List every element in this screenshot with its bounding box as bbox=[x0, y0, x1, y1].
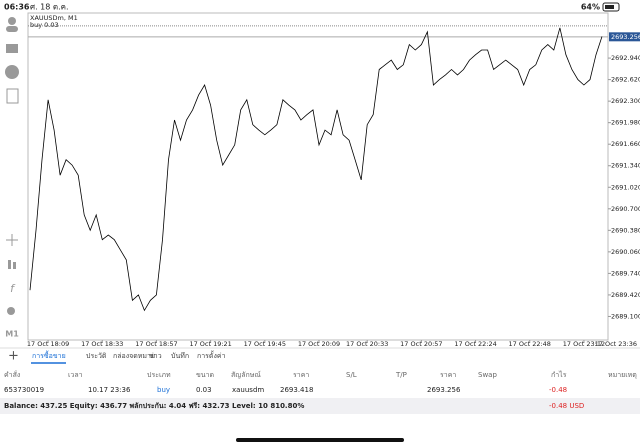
cell: 2693.256 bbox=[427, 386, 461, 394]
cell: -0.48 bbox=[549, 386, 567, 394]
chart-type-icon-b bbox=[13, 262, 16, 269]
indicator-icon[interactable]: f bbox=[10, 282, 16, 295]
battery-level bbox=[605, 5, 614, 9]
x-tick-label: 17 Oct 18:33 bbox=[81, 340, 123, 348]
column-header: กำไร bbox=[551, 370, 567, 379]
status-date: ศ. 18 ต.ค. bbox=[30, 3, 69, 12]
order-label: buy 0.03 bbox=[30, 21, 59, 29]
x-tick-label: 17 Oct 18:57 bbox=[135, 340, 177, 348]
y-tick-label: 2691.660 bbox=[611, 140, 640, 148]
x-tick-label: 17 Oct 18:09 bbox=[27, 340, 69, 348]
x-tick-label: 17 Oct 23:12 bbox=[563, 340, 605, 348]
x-tick-label: 17 Oct 20:09 bbox=[298, 340, 340, 348]
x-tick-label: 17 Oct 22:24 bbox=[454, 340, 496, 348]
column-header: คำสั่ง bbox=[4, 370, 20, 379]
balance-bg bbox=[0, 398, 640, 414]
y-tick-label: 2689.740 bbox=[611, 269, 640, 277]
column-header: ราคา bbox=[440, 371, 456, 379]
y-tick-label: 2690.380 bbox=[611, 226, 640, 234]
column-header: ราคา bbox=[293, 371, 309, 379]
column-header: S/L bbox=[346, 371, 357, 379]
symbol-label: XAUUSDm, M1 bbox=[30, 14, 78, 22]
x-tick-label: 17 Oct 20:57 bbox=[400, 340, 442, 348]
account-icon[interactable] bbox=[8, 17, 16, 25]
column-header: T/P bbox=[395, 371, 407, 379]
x-tick-label: 17 Oct 22:48 bbox=[509, 340, 551, 348]
chart-type-icon[interactable] bbox=[8, 260, 11, 269]
account-icon-body bbox=[6, 26, 18, 32]
cell: 2693.418 bbox=[280, 386, 313, 394]
price-tag-label: 2693.256 bbox=[611, 33, 640, 41]
y-tick-label: 2692.620 bbox=[611, 76, 640, 84]
tab[interactable]: ประวัติ bbox=[86, 352, 107, 360]
timeframe[interactable]: M1 bbox=[5, 330, 19, 339]
chat-icon[interactable] bbox=[5, 65, 19, 79]
tab[interactable]: บันทึก bbox=[171, 351, 189, 360]
column-header: หมายเหตุ bbox=[608, 371, 637, 379]
cell: 10.17 23:36 bbox=[88, 386, 131, 394]
y-tick-label: 2689.420 bbox=[611, 291, 640, 299]
status-battery: 64% bbox=[581, 3, 600, 12]
toolbar: f bbox=[5, 17, 19, 315]
x-tick-label: 17 Oct 20:33 bbox=[346, 340, 388, 348]
tab[interactable]: + bbox=[8, 349, 19, 364]
column-header: สัญลักษณ์ bbox=[231, 371, 261, 379]
status-time: 06:36 bbox=[4, 3, 30, 12]
y-tick-label: 2691.020 bbox=[611, 183, 640, 191]
cell: xauusdm bbox=[232, 386, 264, 394]
y-tick-label: 2690.700 bbox=[611, 205, 640, 213]
cell: 653730019 bbox=[4, 386, 44, 394]
trade-icon[interactable] bbox=[6, 44, 18, 53]
column-header: ขนาด bbox=[196, 371, 214, 379]
column-header: Swap bbox=[478, 371, 497, 379]
column-header: ประเภท bbox=[147, 371, 171, 379]
x-last-label: 17 Oct 23:36 bbox=[595, 340, 637, 348]
cell: 0.03 bbox=[196, 386, 212, 394]
balance-text: Balance: 437.25 Equity: 436.77 พลักประกั… bbox=[4, 402, 304, 410]
price-tag bbox=[609, 32, 640, 42]
y-tick-label: 2691.980 bbox=[611, 119, 640, 127]
home-indicator bbox=[236, 438, 404, 442]
y-tick-label: 2691.340 bbox=[611, 162, 640, 170]
tab[interactable]: การซื้อขาย bbox=[32, 349, 66, 360]
crosshair-icon[interactable] bbox=[6, 234, 18, 246]
objects-icon[interactable] bbox=[7, 307, 15, 315]
new-order-icon[interactable] bbox=[6, 88, 19, 104]
price-line-series bbox=[29, 27, 603, 312]
cell: buy bbox=[157, 386, 170, 394]
battery-icon bbox=[602, 2, 620, 12]
x-tick-label: 17 Oct 19:21 bbox=[189, 340, 231, 348]
balance-profit: -0.48 USD bbox=[549, 402, 584, 410]
tab[interactable]: กล่องจดหมาย bbox=[113, 352, 155, 360]
y-tick-label: 2690.060 bbox=[611, 248, 640, 256]
chart-frame bbox=[27, 12, 609, 341]
tab[interactable]: การตั้งค่า bbox=[197, 349, 226, 360]
tab[interactable]: ข่าว bbox=[149, 352, 162, 360]
x-tick-label: 17 Oct 19:45 bbox=[244, 340, 286, 348]
column-header: เวลา bbox=[68, 371, 83, 379]
y-tick-label: 2692.940 bbox=[611, 54, 640, 62]
y-tick-label: 2692.300 bbox=[611, 97, 640, 105]
y-tick-label: 2689.100 bbox=[611, 312, 640, 320]
